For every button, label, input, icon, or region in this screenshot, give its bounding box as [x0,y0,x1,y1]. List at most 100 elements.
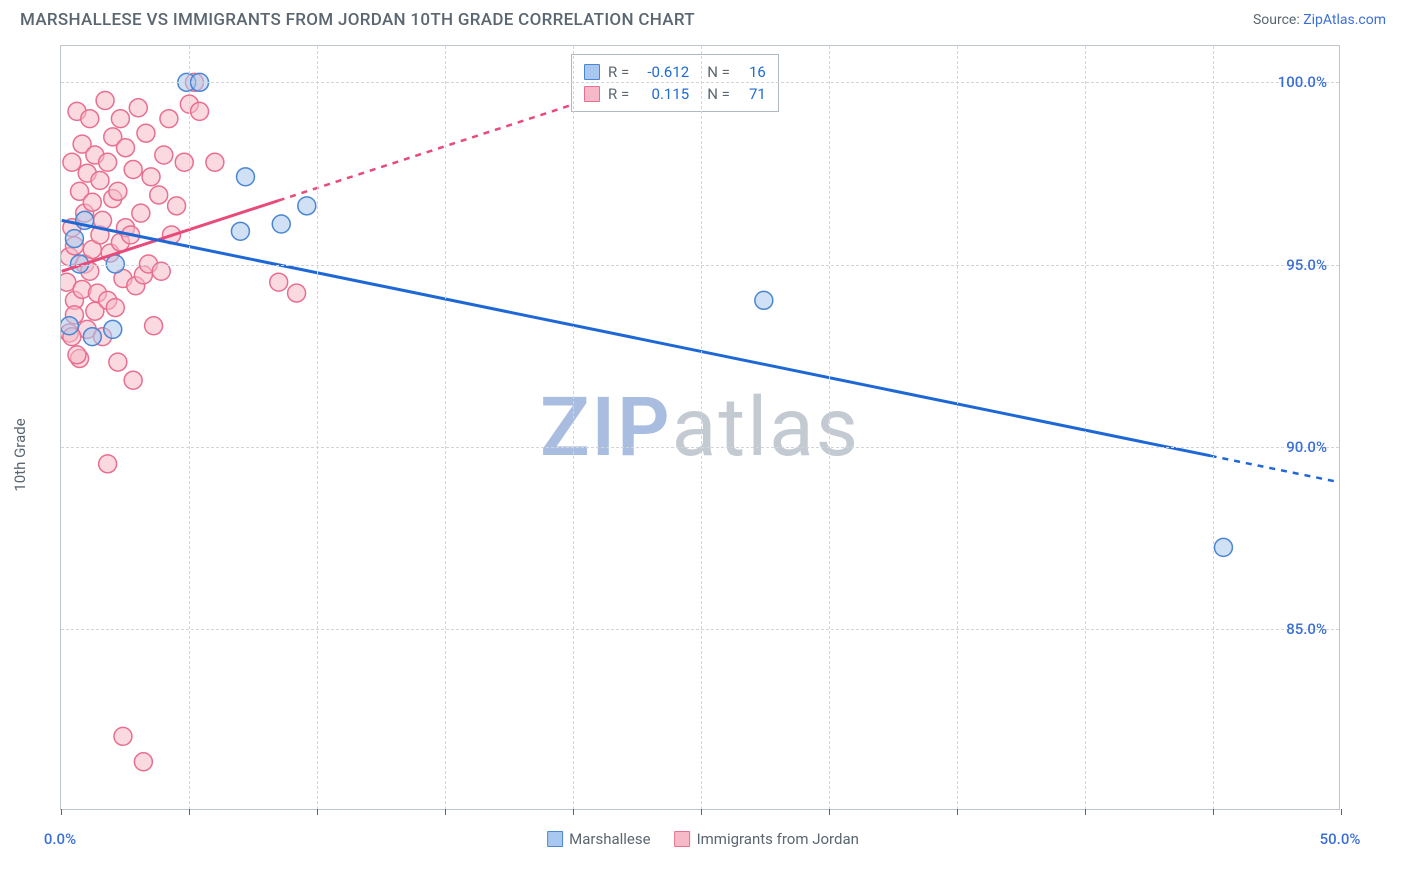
scatter-point-jordan [65,291,83,309]
scatter-point-jordan [101,244,119,262]
scatter-svg [61,46,1339,809]
scatter-point-marshallese [1214,538,1232,556]
scatter-point-jordan [111,233,129,251]
scatter-point-jordan [114,270,132,288]
gridline-vertical [445,46,446,809]
y-axis-label: 10th Grade [11,418,29,491]
scatter-point-jordan [162,226,180,244]
scatter-point-jordan [142,168,160,186]
scatter-point-jordan [111,110,129,128]
legend-item-marshallese[interactable]: Marshallese [547,830,650,848]
y-tick-label: 100.0% [1278,73,1327,91]
trendline-marshallese [62,220,1211,455]
gridline-horizontal [61,447,1339,448]
scatter-point-jordan [86,146,104,164]
legend-swatch [584,64,600,80]
chart-container: MARSHALLESE VS IMMIGRANTS FROM JORDAN 10… [0,0,1406,892]
stats-legend-row: R =0.115N =71 [584,83,766,105]
x-tick-mark [61,809,62,815]
scatter-point-marshallese [231,222,249,240]
scatter-point-jordan [132,204,150,222]
gridline-vertical [317,46,318,809]
plot-area: ZIPatlas R =-0.612N =16R =0.115N =71 85.… [60,45,1340,810]
scatter-point-jordan [65,306,83,324]
legend-label: Immigrants from Jordan [697,830,859,848]
scatter-point-jordan [134,753,152,771]
scatter-point-marshallese [61,317,78,335]
scatter-point-jordan [76,204,94,222]
legend-swatch [584,86,600,102]
scatter-point-jordan [122,226,140,244]
scatter-point-jordan [206,153,224,171]
scatter-point-jordan [81,110,99,128]
source-link[interactable]: ZipAtlas.com [1303,12,1386,28]
scatter-point-jordan [137,124,155,142]
y-tick-label: 95.0% [1286,256,1327,274]
scatter-point-marshallese [83,328,101,346]
scatter-point-jordan [86,302,104,320]
scatter-point-jordan [78,164,96,182]
scatter-point-jordan [83,193,101,211]
scatter-point-jordan [88,284,106,302]
x-tick-mark [829,809,830,815]
scatter-point-jordan [127,277,145,295]
stats-legend-row: R =-0.612N =16 [584,61,766,83]
x-tick-mark [1085,809,1086,815]
scatter-point-marshallese [298,197,316,215]
scatter-point-jordan [71,349,89,367]
scatter-point-jordan [270,273,288,291]
scatter-point-jordan [68,346,86,364]
scatter-point-jordan [124,161,142,179]
scatter-point-jordan [61,248,78,266]
scatter-point-jordan [68,102,86,120]
scatter-point-jordan [78,320,96,338]
scatter-point-jordan [109,182,127,200]
scatter-point-jordan [191,102,209,120]
scatter-point-jordan [73,280,91,298]
scatter-point-jordan [288,284,306,302]
scatter-point-jordan [117,139,135,157]
scatter-point-jordan [91,226,109,244]
n-value: 16 [738,63,766,81]
scatter-point-jordan [150,186,168,204]
gridline-horizontal [61,82,1339,83]
scatter-point-jordan [63,328,81,346]
gridline-vertical [1213,46,1214,809]
legend-swatch [675,831,691,847]
n-value: 71 [738,85,766,103]
x-tick-mark [573,809,574,815]
x-tick-label: 50.0% [1320,830,1361,848]
scatter-point-jordan [94,328,112,346]
y-tick-label: 90.0% [1286,438,1327,456]
gridline-vertical [701,46,702,809]
header: MARSHALLESE VS IMMIGRANTS FROM JORDAN 10… [0,0,1406,38]
chart-title: MARSHALLESE VS IMMIGRANTS FROM JORDAN 10… [20,10,695,30]
scatter-point-jordan [99,455,117,473]
x-tick-mark [189,809,190,815]
scatter-point-jordan [117,219,135,237]
x-tick-mark [957,809,958,815]
gridline-vertical [829,46,830,809]
scatter-point-jordan [114,727,132,745]
source-label: Source: ZipAtlas.com [1253,12,1386,28]
scatter-point-marshallese [237,168,255,186]
scatter-point-jordan [155,146,173,164]
gridline-vertical [573,46,574,809]
series-legend: Marshallese Immigrants from Jordan [547,830,859,848]
scatter-point-jordan [175,153,193,171]
legend-item-jordan[interactable]: Immigrants from Jordan [675,830,859,848]
scatter-point-jordan [63,219,81,237]
x-tick-mark [1213,809,1214,815]
scatter-point-jordan [63,153,81,171]
scatter-point-jordan [104,190,122,208]
x-tick-mark [317,809,318,815]
scatter-point-jordan [129,99,147,117]
scatter-point-marshallese [65,230,83,248]
x-tick-mark [445,809,446,815]
scatter-point-jordan [91,171,109,189]
gridline-horizontal [61,629,1339,630]
gridline-vertical [1085,46,1086,809]
gridline-vertical [189,46,190,809]
scatter-point-jordan [124,371,142,389]
x-tick-mark [701,809,702,815]
